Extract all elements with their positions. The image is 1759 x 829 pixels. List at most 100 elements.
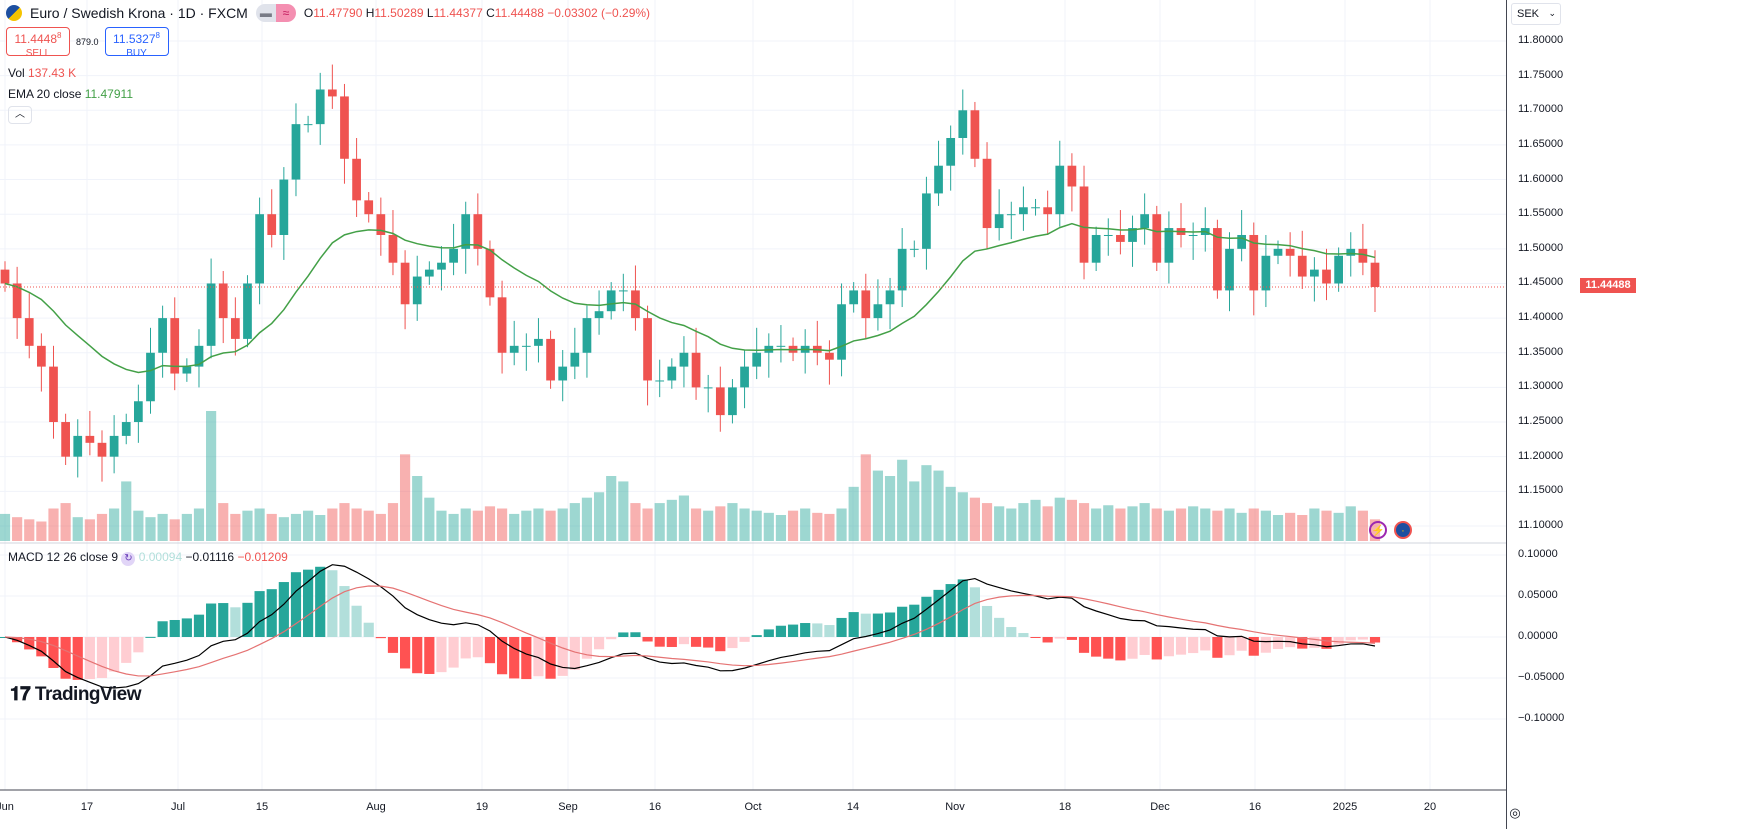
candle-body bbox=[837, 304, 846, 360]
sell-button[interactable]: 11.44488 SELL bbox=[6, 27, 70, 59]
candle-body bbox=[667, 366, 677, 381]
macd-histogram-bar bbox=[581, 637, 593, 659]
candle-body bbox=[1273, 248, 1283, 256]
refresh-icon[interactable]: ↻ bbox=[121, 552, 136, 566]
buy-button[interactable]: 11.53278 BUY bbox=[104, 27, 169, 59]
volume-bar bbox=[1175, 508, 1187, 541]
macd-histogram-bar bbox=[242, 602, 253, 637]
macd-histogram-bar bbox=[727, 637, 738, 649]
candle-body bbox=[158, 318, 167, 353]
candle-body bbox=[509, 345, 519, 353]
lightning-icon[interactable]: ⚡ bbox=[1369, 521, 1387, 539]
macd-histogram-bar bbox=[945, 584, 956, 637]
approx-icon[interactable]: ≈ bbox=[275, 4, 296, 22]
macd-histogram-bar bbox=[1018, 633, 1029, 637]
volume-bar bbox=[387, 503, 399, 541]
volume-bar bbox=[193, 508, 205, 541]
candle-body bbox=[740, 366, 749, 388]
candle-body bbox=[897, 248, 907, 291]
ema-legend[interactable]: EMA 20 close 11.47911 bbox=[8, 87, 133, 101]
macd-legend[interactable]: MACD 12 26 close 9 ↻ 0.00094 −0.01116 −0… bbox=[8, 550, 288, 566]
volume-bar bbox=[181, 513, 192, 541]
candle-body bbox=[570, 352, 580, 367]
volume-bar bbox=[24, 519, 35, 541]
candle-body bbox=[352, 158, 361, 201]
macd-histogram-bar bbox=[290, 572, 302, 637]
ema-line bbox=[4, 222, 1376, 374]
macd-histogram-bar bbox=[496, 637, 508, 675]
volume-bar bbox=[48, 508, 59, 541]
spread: 879.0 bbox=[76, 36, 99, 47]
volume-bar bbox=[1103, 505, 1114, 541]
volume-bar bbox=[1248, 508, 1259, 541]
volume-bar bbox=[72, 517, 83, 541]
macd-histogram-bar bbox=[739, 637, 750, 642]
volume-bar bbox=[630, 503, 641, 541]
volume-bar bbox=[1224, 508, 1235, 541]
candle-body bbox=[994, 214, 1004, 229]
candle-body bbox=[303, 124, 313, 126]
candle-body bbox=[728, 387, 737, 416]
globe-icon[interactable]: · bbox=[1394, 521, 1412, 539]
chart-canvas[interactable] bbox=[0, 0, 1506, 829]
volume-bar bbox=[315, 515, 326, 541]
volume-bar bbox=[787, 510, 799, 541]
macd-histogram-bar bbox=[1200, 637, 1211, 651]
candle-body bbox=[691, 352, 701, 388]
candle-body bbox=[218, 283, 228, 319]
candle-body bbox=[194, 345, 204, 367]
volume-bar bbox=[581, 497, 593, 541]
volume-bar bbox=[981, 503, 993, 541]
macd-histogram-bar bbox=[96, 637, 108, 678]
volume-bar bbox=[678, 495, 690, 541]
macd-histogram-bar bbox=[1212, 637, 1223, 658]
macd-histogram-bar bbox=[1357, 637, 1368, 640]
macd-histogram-bar bbox=[593, 637, 605, 650]
candle-body bbox=[618, 290, 628, 292]
volume-bar bbox=[1115, 508, 1126, 541]
volume-legend[interactable]: Vol 137.43 K bbox=[8, 66, 77, 80]
macd-histogram-bar bbox=[448, 637, 459, 668]
volume-bar bbox=[254, 508, 265, 541]
candle-body bbox=[1140, 214, 1150, 229]
candle-body bbox=[558, 366, 568, 381]
eye-icon[interactable]: ◎ bbox=[1509, 805, 1521, 820]
macd-histogram-bar bbox=[545, 637, 556, 679]
toggle-group[interactable]: ▬ ≈ bbox=[255, 4, 296, 22]
macd-histogram-bar bbox=[666, 637, 677, 647]
volume-bar bbox=[545, 510, 556, 541]
macd-histogram-bar bbox=[72, 637, 83, 680]
volume-bar bbox=[690, 508, 702, 541]
candle-body bbox=[327, 89, 337, 97]
tradingview-logo[interactable]: 𝟏𝟕 TradingView bbox=[10, 684, 142, 705]
date-tick: Jun bbox=[0, 801, 14, 813]
price-tick: 11.50000 bbox=[1518, 241, 1564, 254]
candle-body bbox=[1091, 234, 1101, 263]
signal-line bbox=[4, 585, 1376, 677]
volume-bar bbox=[472, 510, 483, 541]
macd-histogram-bar bbox=[1139, 637, 1150, 655]
candle-body bbox=[376, 214, 386, 235]
volume-bar bbox=[1236, 512, 1247, 541]
volume-bar bbox=[569, 503, 580, 541]
volume-bar bbox=[994, 506, 1005, 541]
price-tick: 11.35000 bbox=[1518, 345, 1564, 358]
currency-select[interactable]: SEK ⌄ bbox=[1511, 3, 1561, 25]
candle-body bbox=[1019, 207, 1028, 215]
volume-bar bbox=[278, 517, 289, 541]
flag-icon bbox=[6, 5, 22, 21]
date-tick: Oct bbox=[744, 801, 762, 813]
macd-histogram-bar bbox=[654, 637, 665, 647]
macd-histogram-bar bbox=[812, 623, 823, 637]
candle-body bbox=[1116, 234, 1125, 242]
minus-icon[interactable]: ▬ bbox=[255, 4, 276, 22]
price-tick: 11.65000 bbox=[1518, 137, 1564, 150]
candle-body bbox=[364, 200, 374, 215]
candle-body bbox=[255, 214, 264, 284]
volume-bar bbox=[1321, 510, 1332, 541]
symbol-title[interactable]: Euro / Swedish Krona · 1D · FXCM bbox=[30, 5, 248, 21]
chevron-up-icon[interactable]: ︿ bbox=[8, 106, 32, 124]
candle-body bbox=[1285, 248, 1295, 256]
candle-body bbox=[594, 311, 604, 319]
volume-bar bbox=[1139, 503, 1150, 541]
